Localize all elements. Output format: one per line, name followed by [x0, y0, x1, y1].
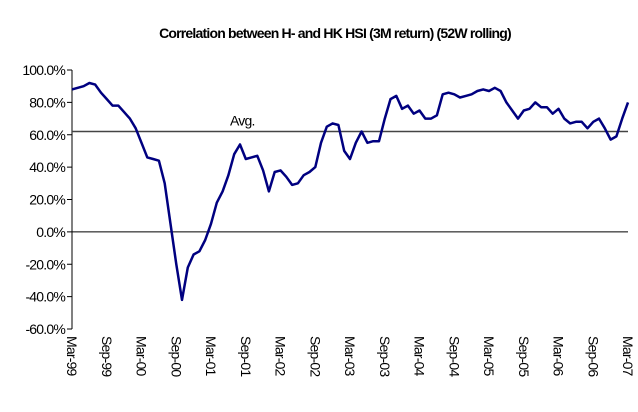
y-tick-label: 80.0%	[29, 94, 65, 110]
x-tick-label: Sep-05	[516, 336, 532, 377]
chart-title: Correlation between H- and HK HSI (3M re…	[159, 25, 511, 41]
y-tick-label: -40.0%	[25, 289, 65, 305]
y-tick-label: 100.0%	[22, 62, 65, 78]
average-label: Avg.	[230, 113, 255, 129]
x-tick-label: Mar-03	[342, 336, 358, 377]
y-tick-label: 40.0%	[29, 159, 65, 175]
x-tick-label: Sep-06	[585, 336, 601, 377]
x-tick-label: Mar-99	[64, 336, 80, 377]
x-tick-label: Mar-01	[203, 336, 219, 377]
y-tick-label: 0.0%	[36, 224, 65, 240]
x-tick-label: Mar-07	[620, 336, 636, 377]
x-tick-label: Mar-04	[412, 336, 428, 377]
x-tick-label: Sep-04	[446, 336, 462, 377]
y-tick-label: -60.0%	[25, 321, 65, 337]
x-tick-label: Sep-00	[168, 336, 184, 377]
x-tick-label: Mar-05	[481, 336, 497, 377]
x-tick-label: Sep-99	[99, 336, 115, 377]
series-line	[71, 81, 630, 302]
x-tick-label: Sep-02	[307, 336, 323, 377]
y-tick-label: -20.0%	[25, 256, 65, 272]
y-tick-label: 20.0%	[29, 192, 65, 208]
x-tick-label: Mar-00	[134, 336, 150, 377]
y-tick-label: 60.0%	[29, 127, 65, 143]
x-tick-label: Mar-06	[551, 336, 567, 377]
x-tick-label: Sep-03	[377, 336, 393, 377]
x-tick-label: Mar-02	[273, 336, 289, 377]
x-tick-label: Sep-01	[238, 336, 254, 377]
